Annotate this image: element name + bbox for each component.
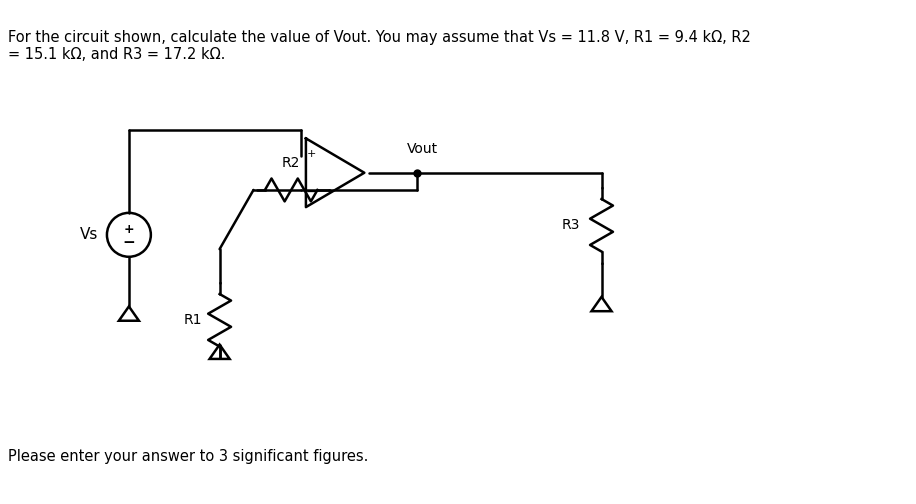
Text: Vs: Vs xyxy=(80,227,98,242)
Text: −: − xyxy=(123,235,136,250)
Text: Please enter your answer to 3 significant figures.: Please enter your answer to 3 significan… xyxy=(7,449,368,464)
Text: R1: R1 xyxy=(183,313,202,327)
Text: R3: R3 xyxy=(562,218,580,232)
Text: +: + xyxy=(307,149,316,159)
Text: R2: R2 xyxy=(282,156,300,170)
Text: −: − xyxy=(306,185,318,199)
Text: +: + xyxy=(124,223,135,235)
Text: For the circuit shown, calculate the value of Vout. You may assume that Vs = 11.: For the circuit shown, calculate the val… xyxy=(7,30,750,62)
Text: Vout: Vout xyxy=(407,142,438,156)
